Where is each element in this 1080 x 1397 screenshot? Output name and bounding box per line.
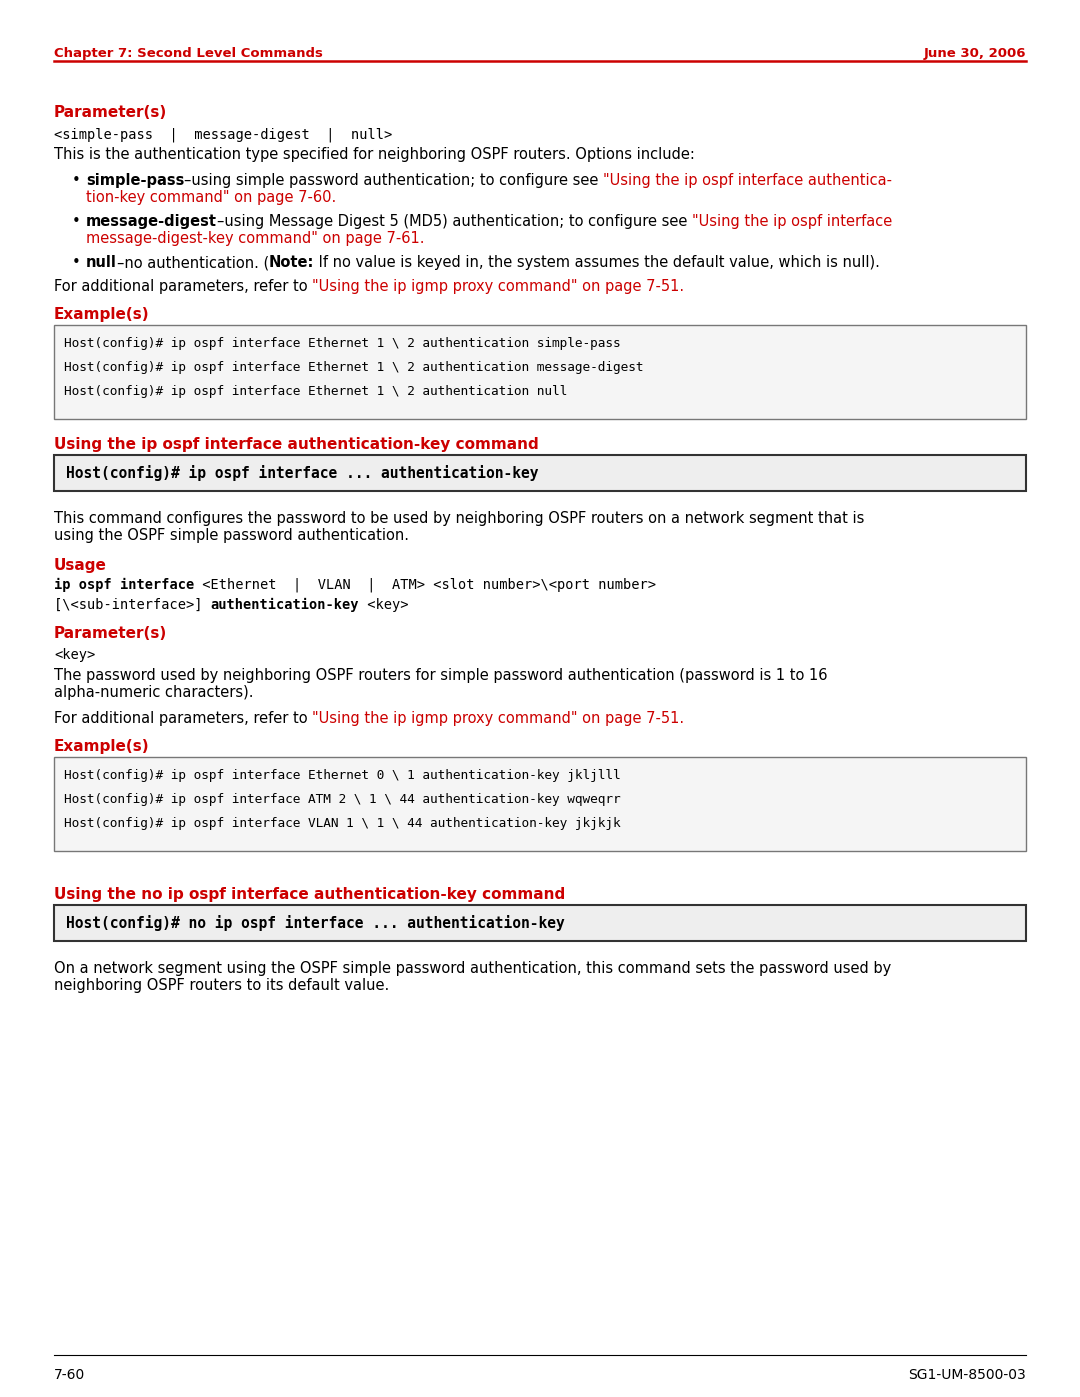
Text: null: null — [86, 256, 117, 270]
Text: Host(config)# ip ospf interface Ethernet 1 \ 2 authentication simple-pass: Host(config)# ip ospf interface Ethernet… — [64, 337, 621, 351]
Text: 7-60: 7-60 — [54, 1368, 85, 1382]
Text: neighboring OSPF routers to its default value.: neighboring OSPF routers to its default … — [54, 978, 389, 993]
Text: Chapter 7: Second Level Commands: Chapter 7: Second Level Commands — [54, 47, 323, 60]
Text: Host(config)# ip ospf interface ... authentication-key: Host(config)# ip ospf interface ... auth… — [66, 465, 539, 481]
Text: Example(s): Example(s) — [54, 307, 150, 321]
Text: •: • — [72, 173, 81, 189]
Text: –using simple password authentication; to configure see: –using simple password authentication; t… — [185, 173, 604, 189]
Text: <key>: <key> — [54, 648, 95, 662]
Text: tion-key command" on page 7-60.: tion-key command" on page 7-60. — [86, 190, 336, 205]
Text: simple-pass: simple-pass — [86, 173, 185, 189]
Text: Host(config)# ip ospf interface Ethernet 1 \ 2 authentication null: Host(config)# ip ospf interface Ethernet… — [64, 386, 567, 398]
Text: Usage: Usage — [54, 557, 107, 573]
Text: Host(config)# ip ospf interface Ethernet 1 \ 2 authentication message-digest: Host(config)# ip ospf interface Ethernet… — [64, 360, 644, 374]
Text: Note:: Note: — [269, 256, 314, 270]
Text: Example(s): Example(s) — [54, 739, 150, 754]
Text: "Using the ip igmp proxy command" on page 7-51.: "Using the ip igmp proxy command" on pag… — [312, 279, 685, 293]
Text: This is the authentication type specified for neighboring OSPF routers. Options : This is the authentication type specifie… — [54, 147, 694, 162]
Text: "Using the ip ospf interface: "Using the ip ospf interface — [692, 214, 892, 229]
Text: "Using the ip igmp proxy command" on page 7-51.: "Using the ip igmp proxy command" on pag… — [312, 711, 685, 726]
Text: If no value is keyed in, the system assumes the default value, which is null).: If no value is keyed in, the system assu… — [314, 256, 880, 270]
Text: Host(config)# ip ospf interface ATM 2 \ 1 \ 44 authentication-key wqweqrr: Host(config)# ip ospf interface ATM 2 \ … — [64, 793, 621, 806]
Text: Using the ip ospf interface authentication-key command: Using the ip ospf interface authenticati… — [54, 437, 539, 453]
Text: •: • — [72, 256, 81, 270]
Text: –using Message Digest 5 (MD5) authentication; to configure see: –using Message Digest 5 (MD5) authentica… — [217, 214, 692, 229]
Text: For additional parameters, refer to: For additional parameters, refer to — [54, 711, 312, 726]
Text: alpha-numeric characters).: alpha-numeric characters). — [54, 685, 254, 700]
Text: This command configures the password to be used by neighboring OSPF routers on a: This command configures the password to … — [54, 511, 864, 527]
Text: <Ethernet  |  VLAN  |  ATM> <slot number>\<port number>: <Ethernet | VLAN | ATM> <slot number>\<p… — [194, 578, 657, 592]
Text: authentication-key: authentication-key — [211, 598, 360, 612]
Text: •: • — [72, 214, 81, 229]
Text: Host(config)# ip ospf interface VLAN 1 \ 1 \ 44 authentication-key jkjkjk: Host(config)# ip ospf interface VLAN 1 \… — [64, 817, 621, 830]
Text: Host(config)# ip ospf interface Ethernet 0 \ 1 authentication-key jkljlll: Host(config)# ip ospf interface Ethernet… — [64, 768, 621, 782]
FancyBboxPatch shape — [54, 757, 1026, 851]
Text: Parameter(s): Parameter(s) — [54, 105, 167, 120]
FancyBboxPatch shape — [54, 905, 1026, 942]
Text: The password used by neighboring OSPF routers for simple password authentication: The password used by neighboring OSPF ro… — [54, 668, 827, 683]
Text: <simple-pass  |  message-digest  |  null>: <simple-pass | message-digest | null> — [54, 127, 392, 141]
Text: "Using the ip ospf interface authentica-: "Using the ip ospf interface authentica- — [604, 173, 892, 189]
Text: For additional parameters, refer to: For additional parameters, refer to — [54, 279, 312, 293]
Text: Host(config)# no ip ospf interface ... authentication-key: Host(config)# no ip ospf interface ... a… — [66, 915, 565, 930]
Text: June 30, 2006: June 30, 2006 — [923, 47, 1026, 60]
FancyBboxPatch shape — [54, 455, 1026, 490]
Text: message-digest: message-digest — [86, 214, 217, 229]
Text: Using the no ip ospf interface authentication-key command: Using the no ip ospf interface authentic… — [54, 887, 565, 902]
Text: using the OSPF simple password authentication.: using the OSPF simple password authentic… — [54, 528, 409, 543]
FancyBboxPatch shape — [54, 326, 1026, 419]
Text: [\<sub-interface>]: [\<sub-interface>] — [54, 598, 211, 612]
Text: SG1-UM-8500-03: SG1-UM-8500-03 — [908, 1368, 1026, 1382]
Text: On a network segment using the OSPF simple password authentication, this command: On a network segment using the OSPF simp… — [54, 961, 891, 977]
Text: –no authentication. (: –no authentication. ( — [117, 256, 269, 270]
Text: message-digest-key command" on page 7-61.: message-digest-key command" on page 7-61… — [86, 231, 424, 246]
Text: Parameter(s): Parameter(s) — [54, 626, 167, 641]
Text: ip ospf interface: ip ospf interface — [54, 578, 194, 592]
Text: <key>: <key> — [360, 598, 408, 612]
